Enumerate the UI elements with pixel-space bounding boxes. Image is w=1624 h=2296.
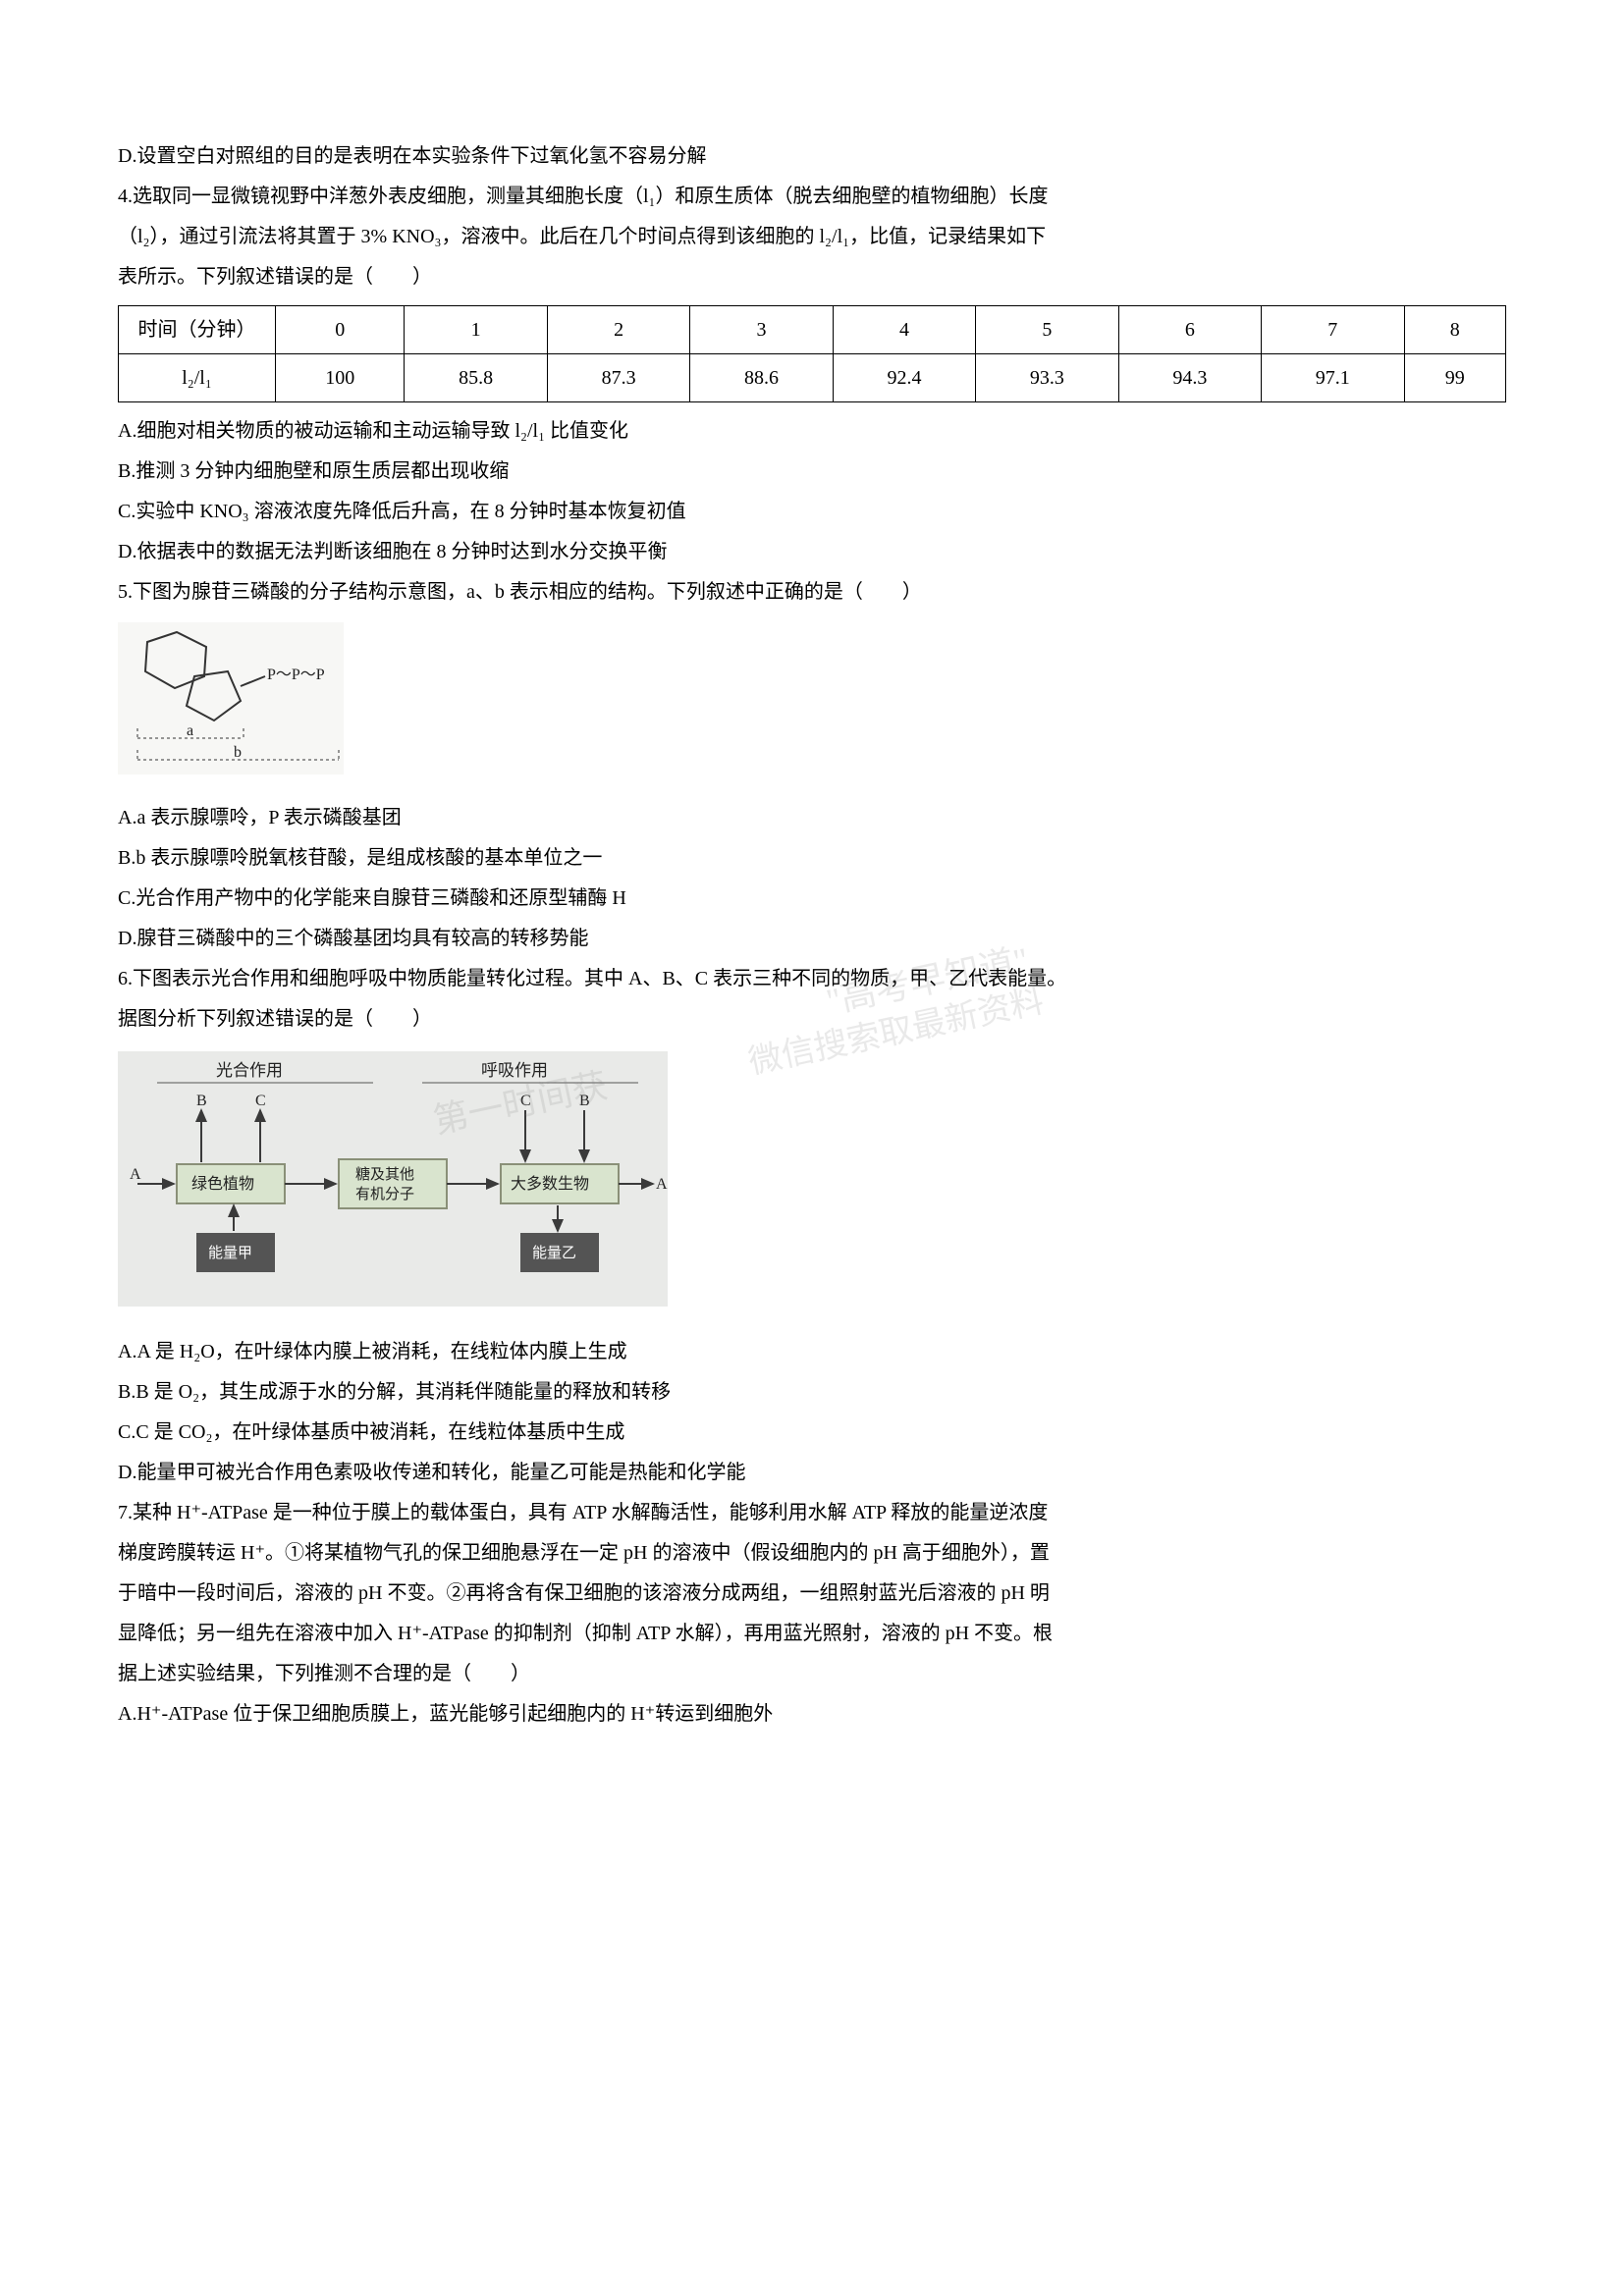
- q5-option-b: B.b 表示腺嘌呤脱氧核苷酸，是组成核酸的基本单位之一: [118, 839, 1506, 877]
- svg-text:C: C: [255, 1093, 266, 1109]
- svg-text:b: b: [234, 744, 242, 761]
- svg-text:能量乙: 能量乙: [532, 1245, 576, 1261]
- table-cell: 92.4: [833, 354, 975, 402]
- q4-stem-line3: 表所示。下列叙述错误的是（ ）: [118, 258, 1506, 295]
- q4-option-a: A.细胞对相关物质的被动运输和主动运输导致 l₂/l₁ 比值变化: [118, 412, 1506, 450]
- q7-option-a: A.H⁺-ATPase 位于保卫细胞质膜上，蓝光能够引起细胞内的 H⁺转运到细胞…: [118, 1695, 1506, 1733]
- table-row: l₂/l₁ 100 85.8 87.3 88.6 92.4 93.3 94.3 …: [119, 354, 1506, 402]
- table-col: 7: [1262, 306, 1404, 354]
- energy-flow-diagram: 光合作用 呼吸作用 绿色植物 糖及其他 有机分子 大多数生物 能量甲 能量乙: [118, 1051, 668, 1319]
- table-cell: 97.1: [1262, 354, 1404, 402]
- svg-text:能量甲: 能量甲: [208, 1245, 252, 1261]
- q4-stem-line2: （l₂），通过引流法将其置于 3% KNO₃，溶液中。此后在几个时间点得到该细胞…: [118, 218, 1506, 255]
- q5-option-c: C.光合作用产物中的化学能来自腺苷三磷酸和还原型辅酶 H: [118, 880, 1506, 917]
- q6-option-d: D.能量甲可被光合作用色素吸收传递和转化，能量乙可能是热能和化学能: [118, 1454, 1506, 1491]
- q7-stem-line4: 显降低；另一组先在溶液中加入 H⁺-ATPase 的抑制剂（抑制 ATP 水解）…: [118, 1615, 1506, 1652]
- table-col: 8: [1404, 306, 1505, 354]
- table-col: 0: [276, 306, 405, 354]
- table-col: 5: [976, 306, 1118, 354]
- svg-text:光合作用: 光合作用: [216, 1061, 283, 1080]
- q7-stem-line5: 据上述实验结果，下列推测不合理的是（ ）: [118, 1655, 1506, 1692]
- table-row: 时间（分钟） 0 1 2 3 4 5 6 7 8: [119, 306, 1506, 354]
- table-header-label: 时间（分钟）: [119, 306, 276, 354]
- table-col: 3: [690, 306, 833, 354]
- svg-text:糖及其他: 糖及其他: [355, 1166, 414, 1183]
- table-col: 4: [833, 306, 975, 354]
- svg-text:有机分子: 有机分子: [355, 1186, 414, 1202]
- q3-option-d: D.设置空白对照组的目的是表明在本实验条件下过氧化氢不容易分解: [118, 137, 1506, 175]
- q5-option-a: A.a 表示腺嘌呤，P 表示磷酸基团: [118, 799, 1506, 836]
- q7-stem-line2: 梯度跨膜转运 H⁺。①将某植物气孔的保卫细胞悬浮在一定 pH 的溶液中（假设细胞…: [118, 1534, 1506, 1572]
- svg-text:呼吸作用: 呼吸作用: [481, 1061, 548, 1080]
- table-col: 6: [1118, 306, 1261, 354]
- q6-option-b: B.B 是 O₂，其生成源于水的分解，其消耗伴随能量的释放和转移: [118, 1373, 1506, 1411]
- table-col: 2: [547, 306, 689, 354]
- table-cell: 100: [276, 354, 405, 402]
- svg-text:A: A: [130, 1166, 141, 1183]
- table-cell: 88.6: [690, 354, 833, 402]
- table-cell: 93.3: [976, 354, 1118, 402]
- p-chain-label: P～P～P: [267, 667, 325, 683]
- svg-text:a: a: [187, 722, 193, 739]
- table-row-label: l₂/l₁: [119, 354, 276, 402]
- svg-text:C: C: [520, 1093, 531, 1109]
- q4-data-table: 时间（分钟） 0 1 2 3 4 5 6 7 8 l₂/l₁ 100 85.8 …: [118, 305, 1506, 402]
- svg-text:B: B: [579, 1093, 590, 1109]
- q4-option-b: B.推测 3 分钟内细胞壁和原生质层都出现收缩: [118, 453, 1506, 490]
- svg-text:A: A: [656, 1176, 668, 1193]
- table-cell: 85.8: [405, 354, 547, 402]
- q6-stem-line2: 据图分析下列叙述错误的是（ ）: [118, 1000, 1506, 1038]
- q6-stem-line1: 6.下图表示光合作用和细胞呼吸中物质能量转化过程。其中 A、B、C 表示三种不同…: [118, 960, 1506, 997]
- svg-text:B: B: [196, 1093, 207, 1109]
- svg-text:绿色植物: 绿色植物: [191, 1175, 254, 1193]
- q4-option-c: C.实验中 KNO₃ 溶液浓度先降低后升高，在 8 分钟时基本恢复初值: [118, 493, 1506, 530]
- svg-text:大多数生物: 大多数生物: [511, 1175, 589, 1193]
- q5-option-d: D.腺苷三磷酸中的三个磷酸基团均具有较高的转移势能: [118, 920, 1506, 957]
- table-cell: 99: [1404, 354, 1505, 402]
- q7-stem-line3: 于暗中一段时间后，溶液的 pH 不变。②再将含有保卫细胞的该溶液分成两组，一组照…: [118, 1575, 1506, 1612]
- q5-stem: 5.下图为腺苷三磷酸的分子结构示意图，a、b 表示相应的结构。下列叙述中正确的是…: [118, 573, 1506, 611]
- table-col: 1: [405, 306, 547, 354]
- atp-structure-diagram: P～P～P a b: [118, 622, 344, 787]
- q6-option-c: C.C 是 CO₂，在叶绿体基质中被消耗，在线粒体基质中生成: [118, 1414, 1506, 1451]
- table-cell: 94.3: [1118, 354, 1261, 402]
- q4-stem-line1: 4.选取同一显微镜视野中洋葱外表皮细胞，测量其细胞长度（l₁）和原生质体（脱去细…: [118, 178, 1506, 215]
- q7-stem-line1: 7.某种 H⁺-ATPase 是一种位于膜上的载体蛋白，具有 ATP 水解酶活性…: [118, 1494, 1506, 1531]
- page: "高考早知道" 微信搜索取最新资料 第一时间获 D.设置空白对照组的目的是表明在…: [118, 137, 1506, 1733]
- q4-option-d: D.依据表中的数据无法判断该细胞在 8 分钟时达到水分交换平衡: [118, 533, 1506, 570]
- table-cell: 87.3: [547, 354, 689, 402]
- q6-option-a: A.A 是 H₂O，在叶绿体内膜上被消耗，在线粒体内膜上生成: [118, 1333, 1506, 1370]
